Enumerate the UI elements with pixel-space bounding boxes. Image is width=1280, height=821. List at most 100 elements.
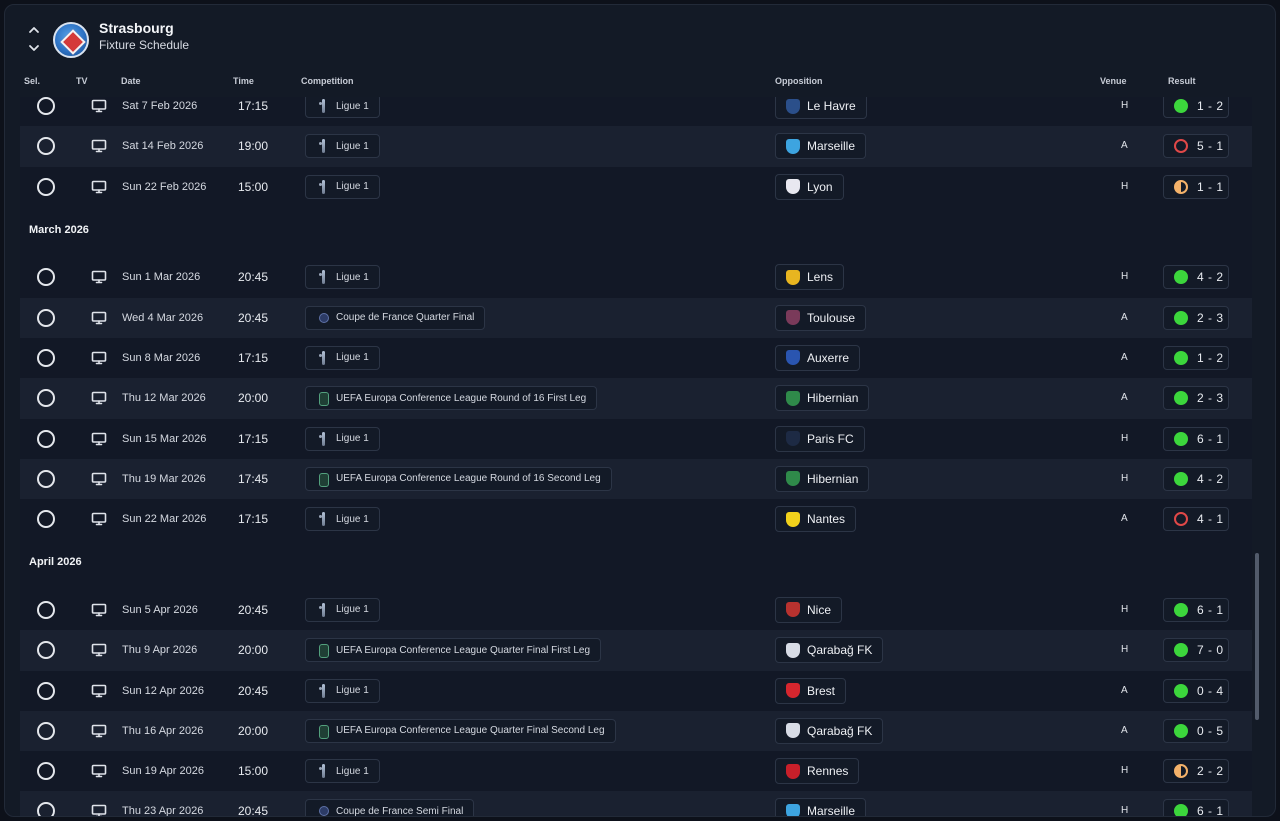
select-radio[interactable] [37,510,55,529]
select-radio[interactable] [37,177,55,196]
fixture-row[interactable]: Sat 7 Feb 2026 17:15 Ligue 1 Le Havre H 1 - 2 [20,97,1252,127]
competition-link[interactable]: Ligue 1 [305,97,380,118]
opponent-link[interactable]: Qarabağ FK [775,717,884,744]
competition-link[interactable]: Coupe de France Quarter Final [305,305,486,330]
opponent-link[interactable]: Toulouse [775,304,867,331]
column-tv[interactable]: TV [76,76,88,86]
competition-link[interactable]: Ligue 1 [305,507,380,532]
column-result[interactable]: Result [1168,76,1196,86]
result-button[interactable]: 7 - 0 [1163,638,1229,663]
result-button[interactable]: 6 - 1 [1163,799,1229,816]
scrollbar[interactable] [1255,553,1259,720]
tv-icon[interactable] [91,684,107,698]
select-radio[interactable] [37,681,55,700]
competition-link[interactable]: Ligue 1 [305,597,380,622]
opponent-link[interactable]: Hibernian [775,465,870,492]
opponent-link[interactable]: Lens [775,264,845,291]
result-button[interactable]: 0 - 5 [1163,718,1229,743]
opponent-link[interactable]: Lyon [775,173,844,200]
result-button[interactable]: 6 - 1 [1163,426,1229,451]
result-button[interactable]: 1 - 2 [1163,345,1229,370]
fixture-row[interactable]: Wed 4 Mar 2026 20:45 Coupe de France Quart… [20,297,1252,338]
result-button[interactable]: 4 - 1 [1163,507,1229,532]
fixture-row[interactable]: Sun 1 Mar 2026 20:45 Ligue 1 Lens H 4 - 2 [20,257,1252,298]
result-button[interactable]: 1 - 2 [1163,97,1229,118]
result-button[interactable]: 5 - 1 [1163,134,1229,159]
club-badge-icon[interactable] [53,22,89,58]
competition-link[interactable]: Ligue 1 [305,678,380,703]
opponent-link[interactable]: Auxerre [775,344,861,371]
select-radio[interactable] [37,389,55,408]
competition-link[interactable]: Ligue 1 [305,759,380,784]
result-button[interactable]: 2 - 3 [1163,305,1229,330]
select-radio[interactable] [37,429,55,448]
result-button[interactable]: 4 - 2 [1163,265,1229,290]
fixture-row[interactable]: Thu 23 Apr 2026 20:45 Coupe de France Semi… [20,791,1252,816]
select-radio[interactable] [37,802,55,816]
fixture-row[interactable]: Thu 19 Mar 2026 17:45 UEFA Europa Conferen… [20,458,1252,500]
tv-icon[interactable] [91,643,107,657]
fixture-row[interactable]: Sun 12 Apr 2026 20:45 Ligue 1 Brest A 0 - 4 [20,670,1252,711]
opponent-link[interactable]: Le Havre [775,97,867,119]
fixture-row[interactable]: Sun 5 Apr 2026 20:45 Ligue 1 Nice H 6 - 1 [20,589,1252,631]
opponent-link[interactable]: Qarabağ FK [775,637,884,664]
opponent-link[interactable]: Paris FC [775,425,865,452]
competition-link[interactable]: Ligue 1 [305,265,380,290]
result-button[interactable]: 0 - 4 [1163,678,1229,703]
result-button[interactable]: 6 - 1 [1163,597,1229,622]
tv-icon[interactable] [91,472,107,486]
chevron-down-icon[interactable] [27,41,41,55]
result-button[interactable]: 1 - 1 [1163,174,1229,199]
tv-icon[interactable] [91,432,107,446]
tv-icon[interactable] [91,512,107,526]
column-opposition[interactable]: Opposition [775,76,823,86]
column-time[interactable]: Time [233,76,254,86]
column-sel[interactable]: Sel. [24,76,41,86]
tv-icon[interactable] [91,804,107,816]
select-radio[interactable] [37,137,55,156]
select-radio[interactable] [37,469,55,488]
competition-link[interactable]: Ligue 1 [305,345,380,370]
club-name[interactable]: Strasbourg [99,20,174,36]
fixture-list[interactable]: Sat 7 Feb 2026 17:15 Ligue 1 Le Havre H 1 - 2… [20,97,1252,816]
column-venue[interactable]: Venue [1100,76,1127,86]
opponent-link[interactable]: Nantes [775,506,857,533]
chevron-up-icon[interactable] [27,23,41,37]
competition-link[interactable]: Coupe de France Semi Final [305,799,475,816]
select-radio[interactable] [37,348,55,367]
select-radio[interactable] [37,600,55,619]
select-radio[interactable] [37,641,55,660]
fixture-row[interactable]: Sat 14 Feb 2026 19:00 Ligue 1 Marseille A 5 -… [20,126,1252,167]
fixture-row[interactable]: Sun 15 Mar 2026 17:15 Ligue 1 Paris FC H 6 - … [20,418,1252,459]
tv-icon[interactable] [91,270,107,284]
result-button[interactable]: 4 - 2 [1163,466,1229,491]
opponent-link[interactable]: Nice [775,596,843,623]
fixture-row[interactable]: Thu 12 Mar 2026 20:00 UEFA Europa Conferen… [20,378,1252,419]
tv-icon[interactable] [91,139,107,153]
fixture-row[interactable]: Thu 9 Apr 2026 20:00 UEFA Europa Conferenc… [20,630,1252,671]
select-radio[interactable] [37,268,55,287]
select-radio[interactable] [37,721,55,740]
competition-link[interactable]: UEFA Europa Conference League Round of 1… [305,386,598,411]
tv-icon[interactable] [91,311,107,325]
competition-link[interactable]: Ligue 1 [305,174,380,199]
select-radio[interactable] [37,308,55,327]
opponent-link[interactable]: Marseille [775,133,867,160]
tv-icon[interactable] [91,603,107,617]
select-radio[interactable] [37,762,55,781]
fixture-row[interactable]: Thu 16 Apr 2026 20:00 UEFA Europa Conferen… [20,710,1252,752]
competition-link[interactable]: UEFA Europa Conference League Quarter Fi… [305,638,602,663]
opponent-link[interactable]: Brest [775,677,847,704]
competition-link[interactable]: UEFA Europa Conference League Quarter Fi… [305,718,616,743]
competition-link[interactable]: Ligue 1 [305,134,380,159]
fixture-row[interactable]: Sun 22 Feb 2026 15:00 Ligue 1 Lyon H 1 - 1 [20,166,1252,207]
column-date[interactable]: Date [121,76,141,86]
opponent-link[interactable]: Hibernian [775,385,870,412]
competition-link[interactable]: UEFA Europa Conference League Round of 1… [305,466,612,491]
result-button[interactable]: 2 - 3 [1163,386,1229,411]
competition-link[interactable]: Ligue 1 [305,426,380,451]
result-button[interactable]: 2 - 2 [1163,759,1229,784]
fixture-row[interactable]: Sun 8 Mar 2026 17:15 Ligue 1 Auxerre A 1 - 2 [20,337,1252,379]
opponent-link[interactable]: Marseille [775,798,867,816]
select-radio[interactable] [37,97,55,115]
